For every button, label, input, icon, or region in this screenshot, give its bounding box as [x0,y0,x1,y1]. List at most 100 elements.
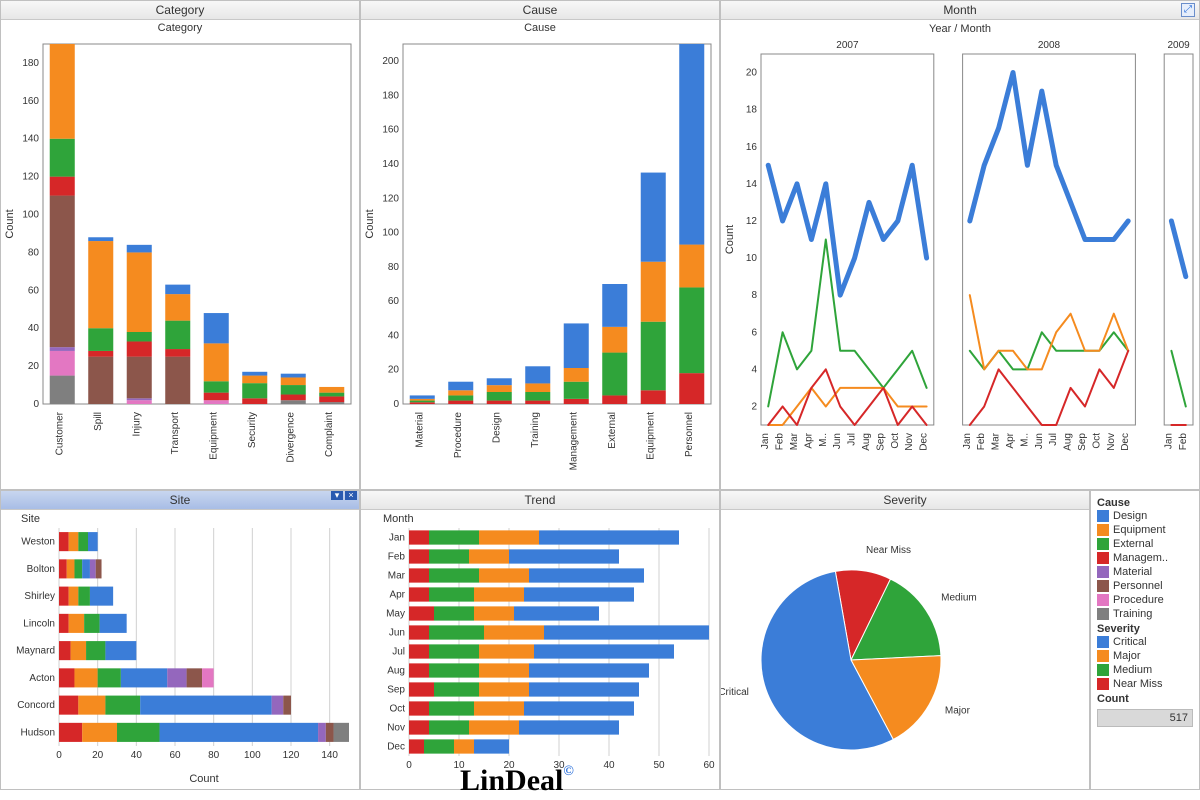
svg-text:Spill: Spill [93,412,104,431]
svg-text:Feb: Feb [388,552,406,563]
svg-text:40: 40 [131,750,143,761]
svg-text:Oct: Oct [389,704,405,715]
close-icon[interactable]: × [345,490,357,500]
svg-text:Jan: Jan [962,433,973,449]
svg-text:200: 200 [382,56,399,67]
legend-item-design[interactable]: Design [1097,509,1193,523]
svg-text:40: 40 [28,323,40,334]
svg-text:Month: Month [383,513,414,525]
chart-category[interactable]: 020406080100120140160180CountCustomerSpi… [1,34,359,484]
swatch-icon [1097,538,1109,550]
svg-text:Transport: Transport [170,412,181,455]
svg-text:Jul: Jul [392,647,405,658]
svg-text:Jul: Jul [847,433,858,446]
svg-text:Shirley: Shirley [24,591,55,602]
legend-label: Critical [1113,636,1147,648]
svg-text:160: 160 [382,125,399,136]
svg-text:Customer: Customer [54,411,65,455]
chart-severity[interactable]: Near MissMediumMajorCritical [721,510,979,786]
legend-label: Design [1113,510,1147,522]
legend-item-personnel[interactable]: Personnel [1097,579,1193,593]
svg-text:Sep: Sep [1077,433,1088,451]
legend-item-training[interactable]: Training [1097,607,1193,621]
svg-text:Count: Count [364,209,376,238]
legend-label: Equipment [1113,524,1166,536]
svg-text:Material: Material [414,412,425,448]
svg-text:80: 80 [208,750,220,761]
svg-text:M..: M.. [818,433,829,447]
svg-text:12: 12 [746,216,758,227]
svg-text:Mar: Mar [991,432,1002,450]
legend-label: Medium [1113,664,1152,676]
svg-text:120: 120 [283,750,300,761]
svg-text:4: 4 [751,364,757,375]
svg-text:Jan: Jan [760,433,771,449]
svg-text:Near Miss: Near Miss [866,545,911,556]
legend-item-medium[interactable]: Medium [1097,663,1193,677]
svg-text:Count: Count [4,209,16,238]
legend-count-title: Count [1097,691,1193,705]
expand-icon[interactable]: ⤢ [1181,3,1195,17]
legend-item-procedure[interactable]: Procedure [1097,593,1193,607]
svg-text:Concord: Concord [17,700,55,711]
svg-text:20: 20 [746,68,758,79]
svg-text:Mar: Mar [388,571,406,582]
svg-text:Equipment: Equipment [208,412,219,460]
svg-text:Jan: Jan [1163,433,1174,449]
svg-text:May: May [386,609,405,620]
swatch-icon [1097,664,1109,676]
svg-text:Major: Major [945,705,971,716]
svg-text:Jul: Jul [1048,433,1059,446]
svg-text:140: 140 [22,134,39,145]
legend-item-equipment[interactable]: Equipment [1097,523,1193,537]
svg-text:0: 0 [406,760,412,771]
svg-text:Apr: Apr [389,590,405,601]
swatch-icon [1097,524,1109,536]
svg-text:Dec: Dec [919,433,930,451]
svg-text:Injury: Injury [131,412,142,436]
legend-item-critical[interactable]: Critical [1097,635,1193,649]
chart-site[interactable]: Site020406080100120140CountWestonBoltonS… [1,510,359,786]
svg-text:20: 20 [28,361,40,372]
svg-text:8: 8 [751,290,757,301]
svg-text:Sep: Sep [875,433,886,451]
panel-trend: Trend Month0102030405060JanFebMarAprMayJ… [360,490,720,790]
svg-text:0: 0 [56,750,62,761]
panel-severity: Severity Near MissMediumMajorCritical [720,490,1090,790]
chart-month[interactable]: Year / Month2468101214161820Count2007Jan… [721,20,1199,485]
svg-text:Apr: Apr [1005,432,1016,448]
svg-text:160: 160 [22,96,39,107]
svg-text:Complaint: Complaint [324,412,335,457]
svg-text:80: 80 [28,247,40,258]
svg-text:Management: Management [568,412,579,471]
svg-text:60: 60 [28,285,40,296]
svg-text:Oct: Oct [1091,433,1102,449]
swatch-icon [1097,580,1109,592]
legend-item-external[interactable]: External [1097,537,1193,551]
panel-title-severity: Severity [721,491,1089,510]
minimize-icon[interactable]: ▾ [331,490,343,500]
svg-text:Procedure: Procedure [453,412,464,459]
legend-item-major[interactable]: Major [1097,649,1193,663]
swatch-icon [1097,650,1109,662]
legend-item-material[interactable]: Material [1097,565,1193,579]
dashboard-grid: Category Category 0204060801001201401601… [0,0,1200,800]
svg-text:100: 100 [244,750,261,761]
legend-severity-title: Severity [1097,621,1193,635]
chart-cause[interactable]: 020406080100120140160180200CountMaterial… [361,34,719,484]
legend-label: Personnel [1113,580,1163,592]
svg-text:External: External [607,412,618,449]
legend-label: Near Miss [1113,678,1163,690]
legend-item-management[interactable]: Managem.. [1097,551,1193,565]
svg-text:2007: 2007 [836,40,859,51]
svg-text:100: 100 [22,210,39,221]
svg-text:180: 180 [382,90,399,101]
svg-text:Count: Count [724,225,736,254]
svg-text:40: 40 [603,760,615,771]
chart-trend[interactable]: Month0102030405060JanFebMarAprMayJunJulA… [361,510,719,786]
legend-item-nearmiss[interactable]: Near Miss [1097,677,1193,691]
svg-text:Sep: Sep [387,685,405,696]
svg-text:2009: 2009 [1167,40,1190,51]
svg-text:Jun: Jun [832,433,843,449]
panel-title-site: Site [1,491,359,510]
